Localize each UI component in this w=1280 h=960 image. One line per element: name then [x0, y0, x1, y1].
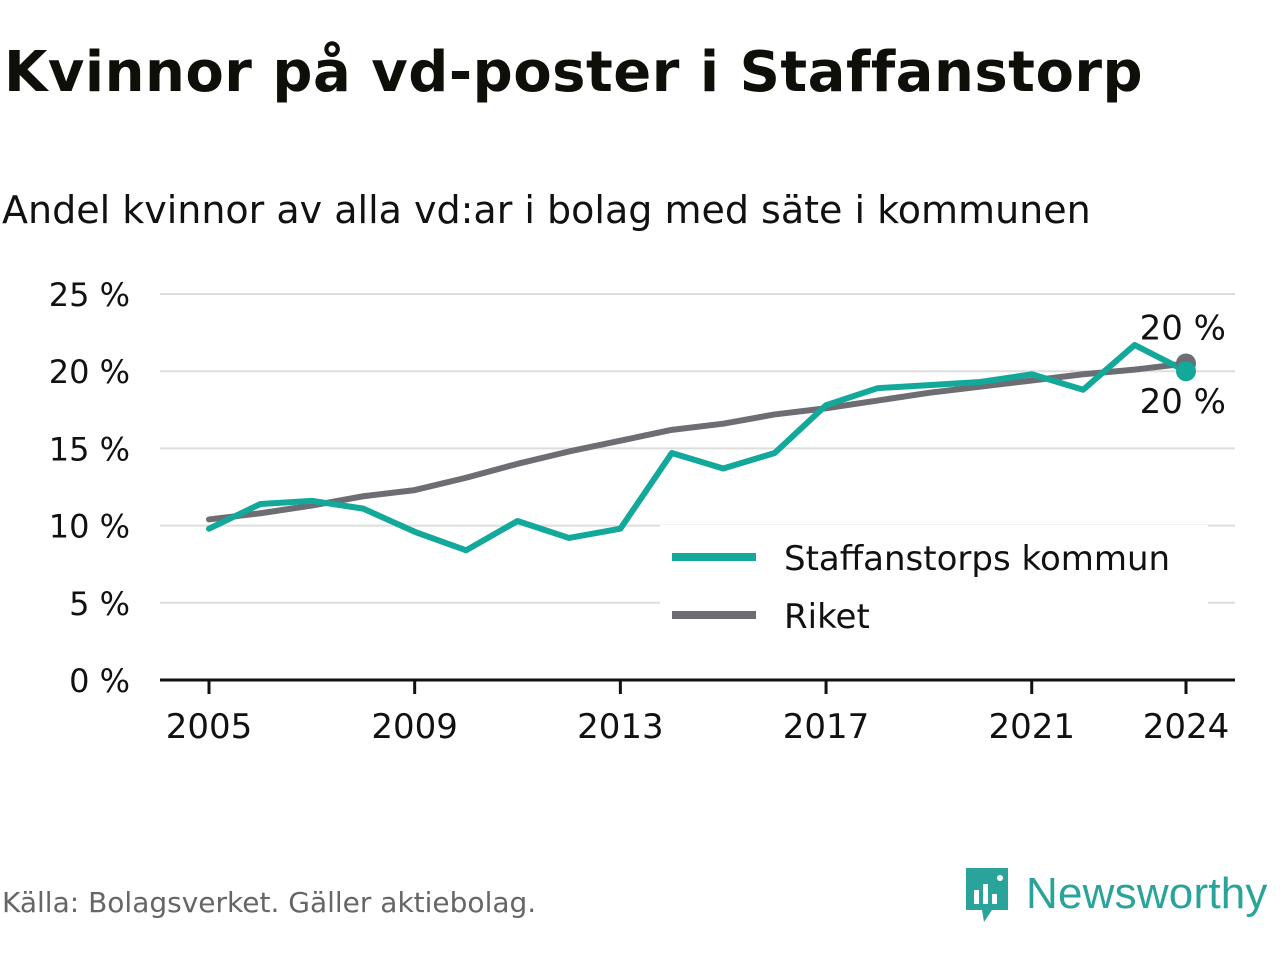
end-labels: 20 % 20 %: [1140, 308, 1226, 422]
legend: Staffanstorps kommun Riket: [660, 525, 1208, 637]
line-chart: 0 %5 %10 %15 %20 %25 % 2005 2009 2013 2017 2…: [49, 276, 1235, 747]
newsworthy-logo-icon: [966, 868, 1008, 922]
brand-logo: Newsworthy: [962, 862, 1268, 926]
x-axis-ticks: 2005 2009 2013 2017 2021 2024: [160, 678, 1235, 747]
y-tick-label: 15 %: [49, 430, 130, 468]
x-tick-label: 2021: [988, 707, 1075, 747]
source-note: Källa: Bolagsverket. Gäller aktiebolag.: [2, 886, 537, 919]
y-tick-label: 25 %: [49, 276, 130, 314]
series-line-riket: [206, 360, 1189, 523]
y-axis-ticks: 0 % 5 % 10 % 15 % 20 % 25 %: [49, 276, 130, 700]
x-tick-label: 2005: [166, 707, 253, 747]
legend-label-riket: Riket: [784, 597, 870, 637]
end-label-kommun: 20 %: [1140, 382, 1226, 422]
x-tick-label: 2013: [577, 707, 664, 747]
end-point-kommun: [1176, 361, 1196, 382]
series-lines: [206, 341, 1196, 554]
x-tick-label: 2024: [1143, 707, 1230, 747]
chart-title: Kvinnor på vd-poster i Staffanstorp: [4, 40, 1144, 105]
chart-subtitle: Andel kvinnor av alla vd:ar i bolag med …: [2, 188, 1091, 232]
y-tick-label: 0 %: [69, 662, 130, 700]
legend-label-kommun: Staffanstorps kommun: [784, 539, 1170, 579]
y-tick-label: 10 %: [49, 508, 130, 546]
brand-name: Newsworthy: [1026, 869, 1268, 918]
series-line-kommun: [206, 341, 1189, 554]
end-label-riket: 20 %: [1140, 308, 1226, 348]
y-tick-label: 20 %: [49, 353, 130, 391]
x-tick-label: 2017: [783, 707, 870, 747]
y-tick-label: 5 %: [69, 585, 130, 623]
x-tick-label: 2009: [371, 707, 458, 747]
